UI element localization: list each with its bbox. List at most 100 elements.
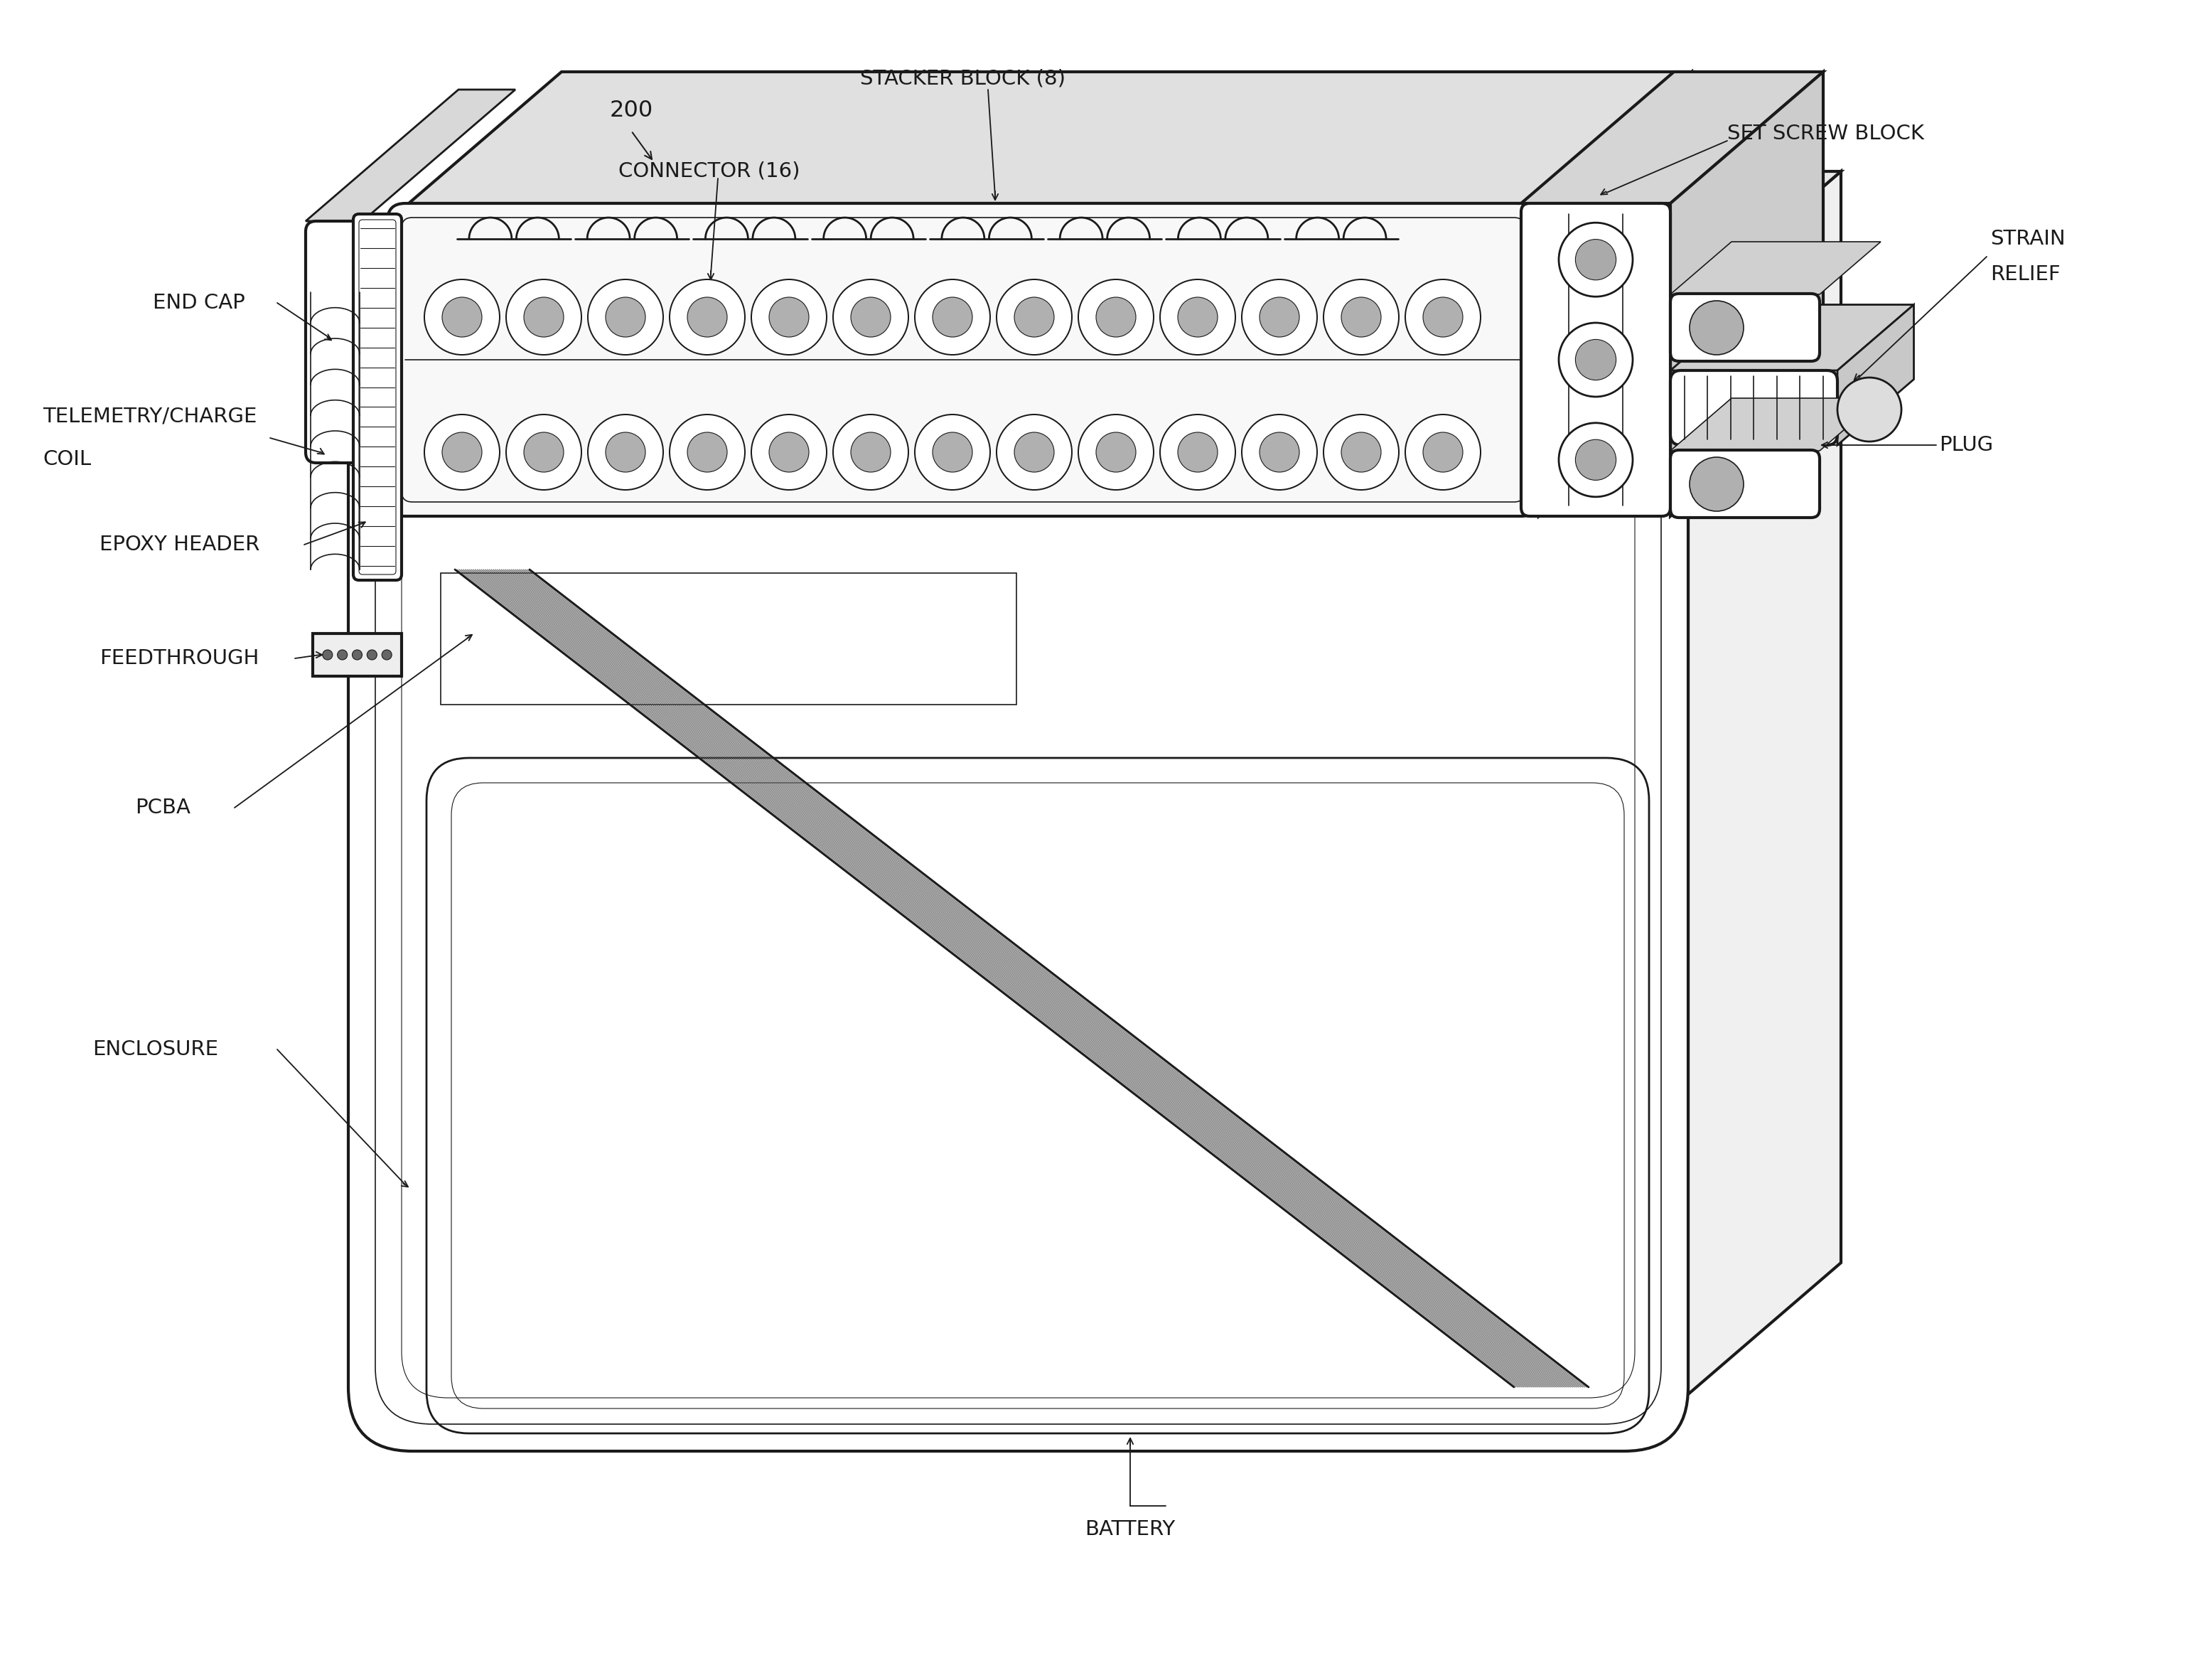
Circle shape <box>1323 415 1398 490</box>
Circle shape <box>916 415 991 490</box>
Circle shape <box>1259 432 1298 472</box>
Circle shape <box>1097 297 1135 337</box>
Circle shape <box>670 415 745 490</box>
Circle shape <box>1241 415 1316 490</box>
Bar <box>440 574 1018 704</box>
FancyBboxPatch shape <box>1522 203 1670 515</box>
Circle shape <box>752 415 827 490</box>
Circle shape <box>688 297 728 337</box>
Text: BATTERY: BATTERY <box>1084 1520 1175 1540</box>
Polygon shape <box>1670 399 1880 450</box>
Circle shape <box>1690 300 1743 355</box>
FancyBboxPatch shape <box>387 203 1540 515</box>
Circle shape <box>352 651 363 661</box>
Circle shape <box>1077 280 1155 355</box>
Circle shape <box>670 280 745 355</box>
Circle shape <box>998 415 1073 490</box>
Text: PCBA: PCBA <box>135 797 190 817</box>
Circle shape <box>1405 280 1480 355</box>
Text: STACKER BLOCK (8): STACKER BLOCK (8) <box>860 68 1066 88</box>
Circle shape <box>752 280 827 355</box>
Circle shape <box>507 415 582 490</box>
Circle shape <box>425 280 500 355</box>
Circle shape <box>1559 324 1632 397</box>
Text: SET SCREW BLOCK: SET SCREW BLOCK <box>1728 123 1924 143</box>
Polygon shape <box>1670 305 1913 370</box>
Polygon shape <box>305 90 515 222</box>
Text: COIL: COIL <box>42 449 91 469</box>
Circle shape <box>1575 339 1617 380</box>
Circle shape <box>1259 297 1298 337</box>
Circle shape <box>524 432 564 472</box>
Polygon shape <box>1670 242 1880 294</box>
Circle shape <box>834 415 909 490</box>
Circle shape <box>588 280 664 355</box>
Circle shape <box>1323 280 1398 355</box>
Circle shape <box>998 280 1073 355</box>
FancyBboxPatch shape <box>305 222 363 462</box>
Text: EPOXY HEADER: EPOXY HEADER <box>100 535 259 554</box>
Circle shape <box>1575 239 1617 280</box>
Circle shape <box>425 415 500 490</box>
Text: CONNECTOR (16): CONNECTOR (16) <box>619 162 801 182</box>
Circle shape <box>1838 377 1902 442</box>
Circle shape <box>1422 432 1462 472</box>
Circle shape <box>1559 424 1632 497</box>
Polygon shape <box>1540 72 1692 515</box>
Text: END CAP: END CAP <box>153 294 246 314</box>
Text: PLUG: PLUG <box>1940 435 1993 455</box>
Circle shape <box>688 432 728 472</box>
Circle shape <box>367 651 376 661</box>
Circle shape <box>1340 297 1380 337</box>
Circle shape <box>1340 432 1380 472</box>
Circle shape <box>933 432 973 472</box>
Circle shape <box>770 432 810 472</box>
Circle shape <box>383 651 392 661</box>
Polygon shape <box>409 72 1692 203</box>
Circle shape <box>442 297 482 337</box>
Circle shape <box>1690 457 1743 510</box>
Polygon shape <box>1522 72 1823 203</box>
Circle shape <box>323 651 332 661</box>
FancyBboxPatch shape <box>354 214 403 580</box>
Circle shape <box>1015 432 1055 472</box>
Circle shape <box>1405 415 1480 490</box>
Polygon shape <box>1688 172 1840 1394</box>
Circle shape <box>834 280 909 355</box>
Circle shape <box>1015 297 1055 337</box>
Circle shape <box>1159 280 1234 355</box>
FancyBboxPatch shape <box>347 304 1688 1451</box>
Text: RELIEF: RELIEF <box>1991 265 2059 285</box>
FancyBboxPatch shape <box>1670 370 1838 445</box>
Circle shape <box>606 297 646 337</box>
Circle shape <box>1559 224 1632 297</box>
Bar <box>312 634 403 676</box>
Text: ENCLOSURE: ENCLOSURE <box>93 1039 219 1059</box>
Circle shape <box>1177 297 1217 337</box>
Text: TELEMETRY/CHARGE: TELEMETRY/CHARGE <box>42 407 257 427</box>
Circle shape <box>1177 432 1217 472</box>
Circle shape <box>852 432 891 472</box>
Circle shape <box>933 297 973 337</box>
Circle shape <box>852 297 891 337</box>
Text: FEEDTHROUGH: FEEDTHROUGH <box>100 649 259 669</box>
Circle shape <box>1575 440 1617 480</box>
Circle shape <box>442 432 482 472</box>
Polygon shape <box>1838 305 1913 445</box>
Circle shape <box>588 415 664 490</box>
Text: STRAIN: STRAIN <box>1991 229 2066 249</box>
Polygon shape <box>411 172 1840 304</box>
FancyBboxPatch shape <box>1670 294 1820 362</box>
Circle shape <box>338 651 347 661</box>
Circle shape <box>1077 415 1155 490</box>
Circle shape <box>1422 297 1462 337</box>
Circle shape <box>1241 280 1316 355</box>
Circle shape <box>1097 432 1135 472</box>
Circle shape <box>916 280 991 355</box>
Circle shape <box>606 432 646 472</box>
Polygon shape <box>1670 72 1823 515</box>
Circle shape <box>507 280 582 355</box>
Circle shape <box>1159 415 1234 490</box>
Circle shape <box>524 297 564 337</box>
FancyBboxPatch shape <box>1670 450 1820 517</box>
